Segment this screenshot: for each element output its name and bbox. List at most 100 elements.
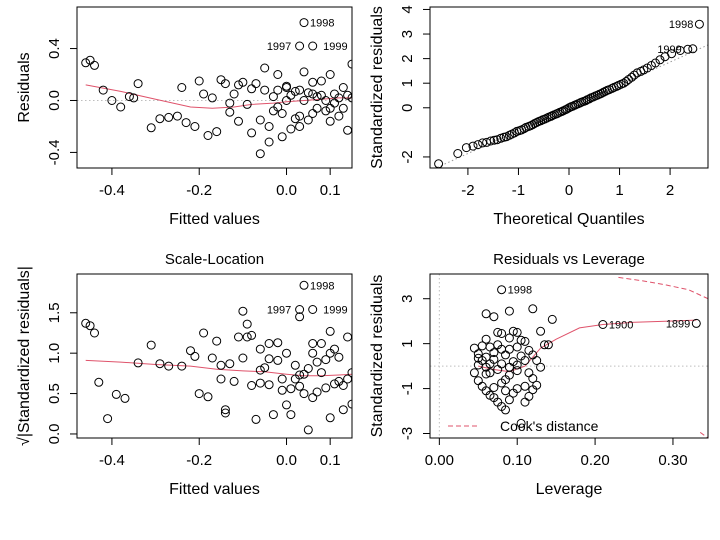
data-point xyxy=(90,328,99,338)
data-point xyxy=(186,346,195,356)
plot-area xyxy=(434,19,708,168)
data-point xyxy=(497,344,507,354)
y-tick-label: 0.4 xyxy=(46,38,63,59)
data-point xyxy=(295,122,305,131)
data-point xyxy=(504,333,514,343)
data-point xyxy=(486,136,496,146)
x-tick-label: 1 xyxy=(615,182,623,199)
data-point xyxy=(530,119,540,128)
data-point xyxy=(504,344,514,354)
data-point xyxy=(225,359,235,369)
data-point xyxy=(177,83,187,92)
data-point xyxy=(312,103,322,113)
data-point xyxy=(325,103,335,113)
point-label: 1999 xyxy=(657,44,681,56)
data-point xyxy=(255,365,265,375)
data-point xyxy=(90,60,99,70)
data-point xyxy=(489,312,499,322)
cooks-distance-curve xyxy=(699,431,708,438)
data-point xyxy=(598,320,608,329)
data-point xyxy=(655,55,665,65)
data-point xyxy=(325,116,335,126)
data-point xyxy=(325,326,335,336)
data-point xyxy=(553,108,563,118)
data-point xyxy=(234,332,243,342)
data-point xyxy=(299,280,309,290)
data-point xyxy=(216,374,226,384)
y-tick-label: 0.5 xyxy=(46,383,63,404)
data-point xyxy=(481,334,491,344)
y-axis-label: Standardized residuals xyxy=(369,275,386,438)
data-point xyxy=(532,118,542,127)
y-tick-label: 0.0 xyxy=(46,424,63,445)
data-point xyxy=(477,341,487,351)
data-point xyxy=(220,79,230,89)
data-point xyxy=(481,369,491,379)
data-point xyxy=(650,58,660,68)
y-tick-label: 4 xyxy=(399,5,416,13)
x-tick-label: 0.10 xyxy=(503,452,532,469)
data-point xyxy=(107,96,117,105)
plot-frame xyxy=(76,6,353,169)
data-point xyxy=(290,360,300,370)
data-point xyxy=(489,383,499,392)
data-point xyxy=(299,96,309,105)
data-point xyxy=(334,352,344,362)
data-point xyxy=(120,393,130,403)
data-point xyxy=(485,368,495,378)
point-label: 1900 xyxy=(609,320,633,332)
data-point xyxy=(520,381,530,391)
data-point xyxy=(691,318,701,328)
data-point xyxy=(688,44,698,54)
data-point xyxy=(295,85,305,95)
y-tick-label: 3 xyxy=(399,295,416,303)
data-point xyxy=(207,353,217,363)
data-point xyxy=(286,384,296,394)
data-point xyxy=(133,79,143,89)
data-point xyxy=(347,59,352,69)
data-point xyxy=(164,112,174,122)
data-point xyxy=(251,414,261,424)
data-point xyxy=(330,379,339,389)
y-axis-label: Standardized residuals xyxy=(369,6,386,169)
data-point xyxy=(146,340,156,350)
data-point xyxy=(155,359,165,369)
data-point xyxy=(461,143,471,153)
x-axis-label: Fitted values xyxy=(169,211,260,228)
data-point xyxy=(264,380,274,390)
data-point xyxy=(264,137,274,147)
x-axis-label: Leverage xyxy=(536,481,603,498)
x-tick-label: 2 xyxy=(666,182,674,199)
x-tick-label: 0.20 xyxy=(580,452,609,469)
data-point xyxy=(588,92,598,102)
data-point xyxy=(124,92,134,102)
x-tick-label: 0.1 xyxy=(320,182,341,199)
point-label: 1998 xyxy=(310,18,334,30)
data-point xyxy=(242,319,252,329)
data-point xyxy=(295,111,305,121)
data-point xyxy=(295,370,305,380)
data-point xyxy=(207,93,217,103)
data-point xyxy=(295,312,305,322)
cooks-distance-curve xyxy=(618,276,708,300)
data-point xyxy=(220,408,230,418)
data-point xyxy=(501,350,510,360)
residuals-vs-fitted-panel: 1998 1997 1999 -0.4 -0.2 0.0 0.1 Fitted values -… xyxy=(16,6,353,228)
data-point xyxy=(238,77,248,87)
data-point xyxy=(621,77,631,86)
data-point xyxy=(203,392,213,402)
y-tick-label: 1 xyxy=(399,79,416,87)
y-tick-label: 2 xyxy=(399,54,416,62)
data-point xyxy=(247,330,257,340)
data-point xyxy=(504,395,514,405)
point-label: 1997 xyxy=(267,305,291,317)
data-point xyxy=(520,397,530,407)
data-point xyxy=(277,109,287,118)
data-point xyxy=(308,77,318,87)
data-point xyxy=(225,98,235,108)
data-point xyxy=(220,405,230,415)
y-tick-label: 0.0 xyxy=(46,90,63,111)
data-point xyxy=(478,138,488,148)
data-point xyxy=(473,349,483,359)
